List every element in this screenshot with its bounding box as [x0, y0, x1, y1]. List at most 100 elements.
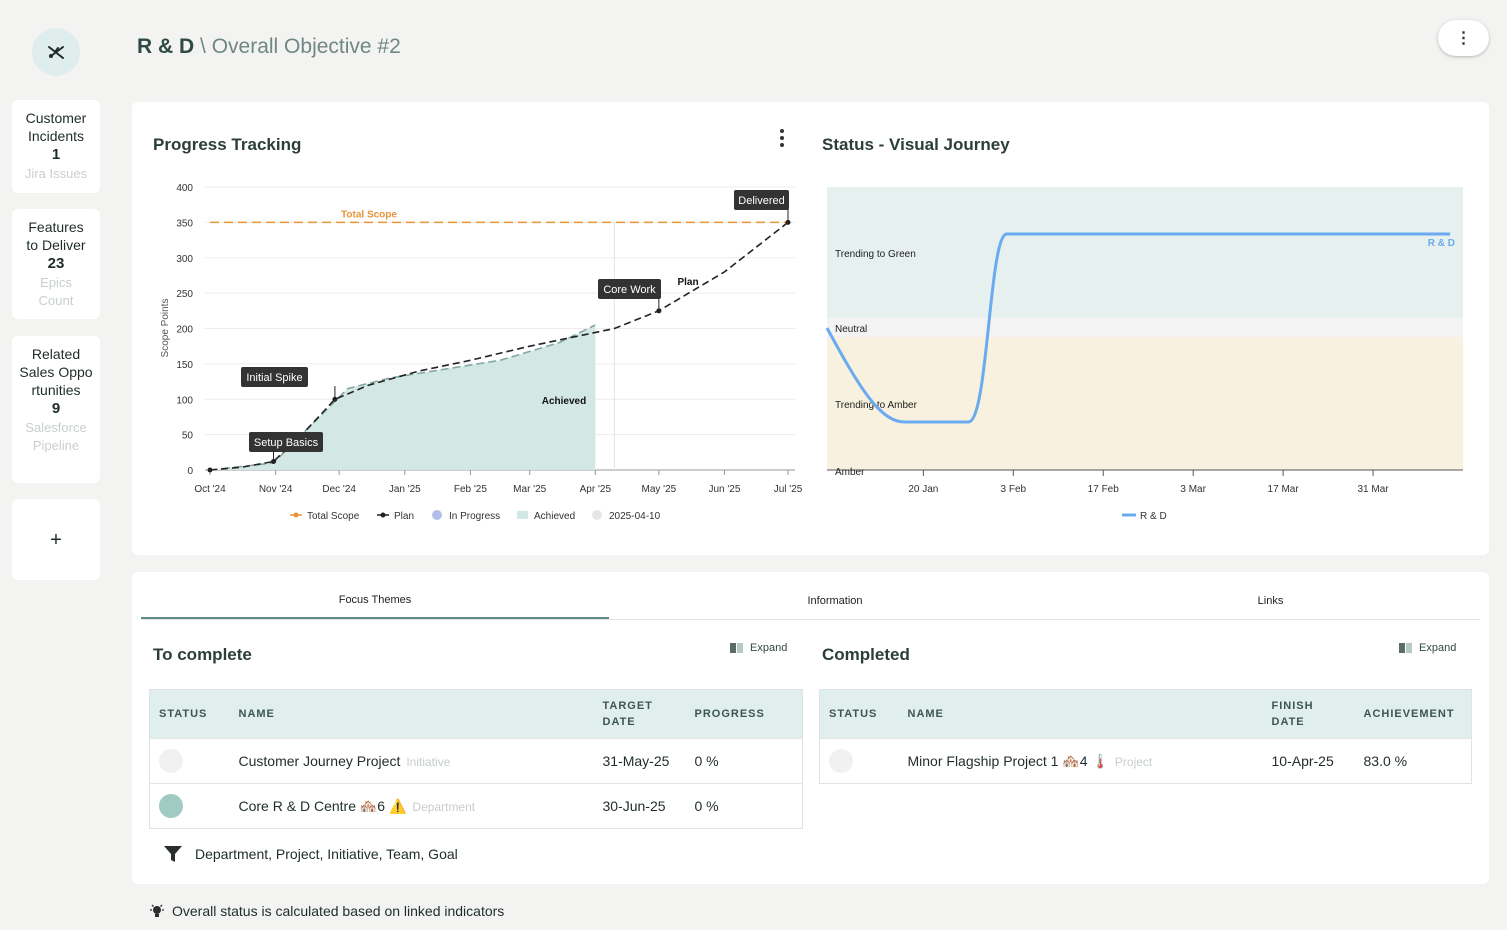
- card-source: Jira Issues: [24, 166, 88, 181]
- add-card-button[interactable]: +: [12, 499, 100, 580]
- tab-information[interactable]: Information: [807, 594, 863, 607]
- col-achievement[interactable]: ACHIEVEMENT: [1354, 689, 1472, 739]
- card-source: Count: [38, 293, 74, 308]
- marker-callout: [241, 367, 308, 387]
- item-type: Initiative: [406, 755, 451, 769]
- legend-label: Total Scope: [307, 511, 360, 522]
- x-tick-label: Mar '25: [513, 484, 546, 495]
- y-tick-label: 0: [187, 466, 193, 477]
- table-row[interactable]: Customer Journey Project Initiative 31-Ma…: [149, 738, 803, 784]
- total-scope-label: Total Scope: [341, 209, 397, 220]
- expand-todo-button[interactable]: Expand: [729, 642, 787, 654]
- to-complete-title: To complete: [153, 645, 252, 664]
- table-row[interactable]: Core R & D Centre 🏘️6 ⚠️ Department 30-Ju…: [149, 783, 803, 829]
- x-tick-label: 3 Feb: [1001, 484, 1027, 495]
- series-line-r-and-d: [825, 232, 1451, 424]
- y-tick-label: 100: [176, 395, 193, 406]
- type-filter[interactable]: Department, Project, Initiative, Team, G…: [163, 845, 458, 863]
- chart-options-button[interactable]: [773, 126, 791, 150]
- card-value: 23: [47, 255, 65, 272]
- progress-tracking-chart: 0 50 100 150 200 250 300 350 400 Scope Points Oct …: [160, 183, 803, 522]
- band-trending-green: [827, 187, 1463, 318]
- features-to-deliver-card[interactable]: Features to Deliver 23 Epics Count: [12, 209, 100, 319]
- y-tick-label: 400: [176, 183, 193, 194]
- item-type: Project: [1114, 754, 1153, 769]
- tabs-divider: [141, 619, 1480, 620]
- breadcrumb-current: Overall Objective #2: [211, 35, 401, 58]
- col-name[interactable]: NAME: [229, 689, 594, 739]
- y-tick-label: 250: [176, 289, 193, 300]
- filter-icon: [164, 846, 182, 862]
- status-indicator: [159, 794, 183, 818]
- col-status[interactable]: STATUS: [819, 689, 899, 739]
- more-options-button[interactable]: ⋮: [1438, 20, 1489, 56]
- x-tick-label: 31 Mar: [1357, 484, 1389, 495]
- tab-links[interactable]: Links: [1257, 594, 1284, 607]
- y-tick-label: 150: [176, 360, 193, 371]
- achieved-line: [209, 324, 596, 471]
- legend-label: Plan: [394, 511, 414, 522]
- card-label: to Deliver: [26, 237, 86, 253]
- to-complete-table: STATUS NAME TARGET DATE PROGRESS Custome…: [149, 689, 803, 829]
- related-sales-card[interactable]: Related Sales Opportunities 9 Salesforce…: [12, 336, 100, 483]
- network-icon: [48, 46, 64, 59]
- band-label: Neutral: [835, 324, 867, 335]
- legend-swatch: [380, 512, 386, 518]
- card-label: Features: [28, 219, 84, 235]
- status-indicator: [829, 749, 853, 773]
- card-source: Pipeline: [32, 438, 80, 453]
- completed-title: Completed: [822, 645, 910, 664]
- customer-incidents-card[interactable]: Customer Incidents 1 Jira Issues: [12, 100, 100, 193]
- status-note-text: Overall status is calculated based on li…: [172, 903, 505, 919]
- progress-value: 0 %: [685, 783, 803, 829]
- x-tick-label: May '25: [641, 484, 676, 495]
- achieved-label: Achieved: [542, 396, 586, 407]
- x-tick-label: Feb '25: [454, 484, 487, 495]
- marker-point: [271, 459, 277, 465]
- marker-callout-label: Initial Spike: [246, 372, 302, 384]
- band-label: Amber: [835, 467, 865, 478]
- series-label: R & D: [1428, 238, 1455, 249]
- breadcrumb-org[interactable]: R & D: [137, 35, 195, 58]
- x-tick-label: Apr '25: [580, 484, 612, 495]
- plus-icon: +: [50, 528, 62, 551]
- item-name-link[interactable]: Core R & D Centre 🏘️6 ⚠️: [238, 797, 407, 814]
- card-value: 1: [51, 146, 61, 163]
- col-progress[interactable]: PROGRESS: [685, 689, 803, 739]
- col-target-date[interactable]: TARGET DATE: [593, 689, 686, 739]
- col-finish-date[interactable]: FINISH DATE: [1262, 689, 1355, 739]
- col-status[interactable]: STATUS: [149, 689, 230, 739]
- achievement-value: 83.0 %: [1354, 738, 1472, 784]
- kebab-icon: ⋮: [1455, 30, 1472, 47]
- y-tick-label: 350: [176, 218, 193, 229]
- x-tick-label: Jan '25: [389, 484, 421, 495]
- plan-point: [207, 467, 213, 473]
- table-header-row: STATUS NAME TARGET DATE PROGRESS: [149, 689, 803, 739]
- finish-date: 10-Apr-25: [1262, 738, 1355, 784]
- table-row[interactable]: Minor Flagship Project 1 🏘️4 🌡️ Project 1…: [819, 738, 1472, 784]
- x-tick-label: 17 Mar: [1268, 484, 1300, 495]
- item-name-link[interactable]: Customer Journey Project: [238, 753, 401, 769]
- app-logo[interactable]: [32, 28, 80, 76]
- filter-label: Department, Project, Initiative, Team, G…: [195, 846, 458, 862]
- progress-value: 0 %: [685, 738, 803, 784]
- marker-callout-label: Core Work: [603, 284, 656, 296]
- tab-focus-themes[interactable]: Focus Themes: [141, 582, 609, 619]
- plan-label: Plan: [677, 277, 698, 288]
- x-tick-label: 20 Jan: [908, 484, 938, 495]
- card-label: Customer: [25, 110, 87, 126]
- band-trending-amber: [827, 337, 1463, 470]
- legend-swatch: [592, 510, 602, 520]
- col-name[interactable]: NAME: [898, 689, 1263, 739]
- expand-completed-button[interactable]: Expand: [1398, 642, 1456, 654]
- table-header-row: STATUS NAME FINISH DATE ACHIEVEMENT: [819, 689, 1472, 739]
- card-value: 9: [51, 400, 61, 417]
- marker-callout-label: Setup Basics: [254, 437, 319, 449]
- x-tick-label: 17 Feb: [1088, 484, 1120, 495]
- lightbulb-icon: [150, 904, 164, 917]
- breadcrumb-separator: \: [200, 35, 206, 58]
- legend-label: R & D: [1140, 511, 1167, 522]
- card-source: Salesforce: [25, 420, 87, 435]
- item-name-link[interactable]: Minor Flagship Project 1 🏘️4 🌡️: [907, 752, 1109, 769]
